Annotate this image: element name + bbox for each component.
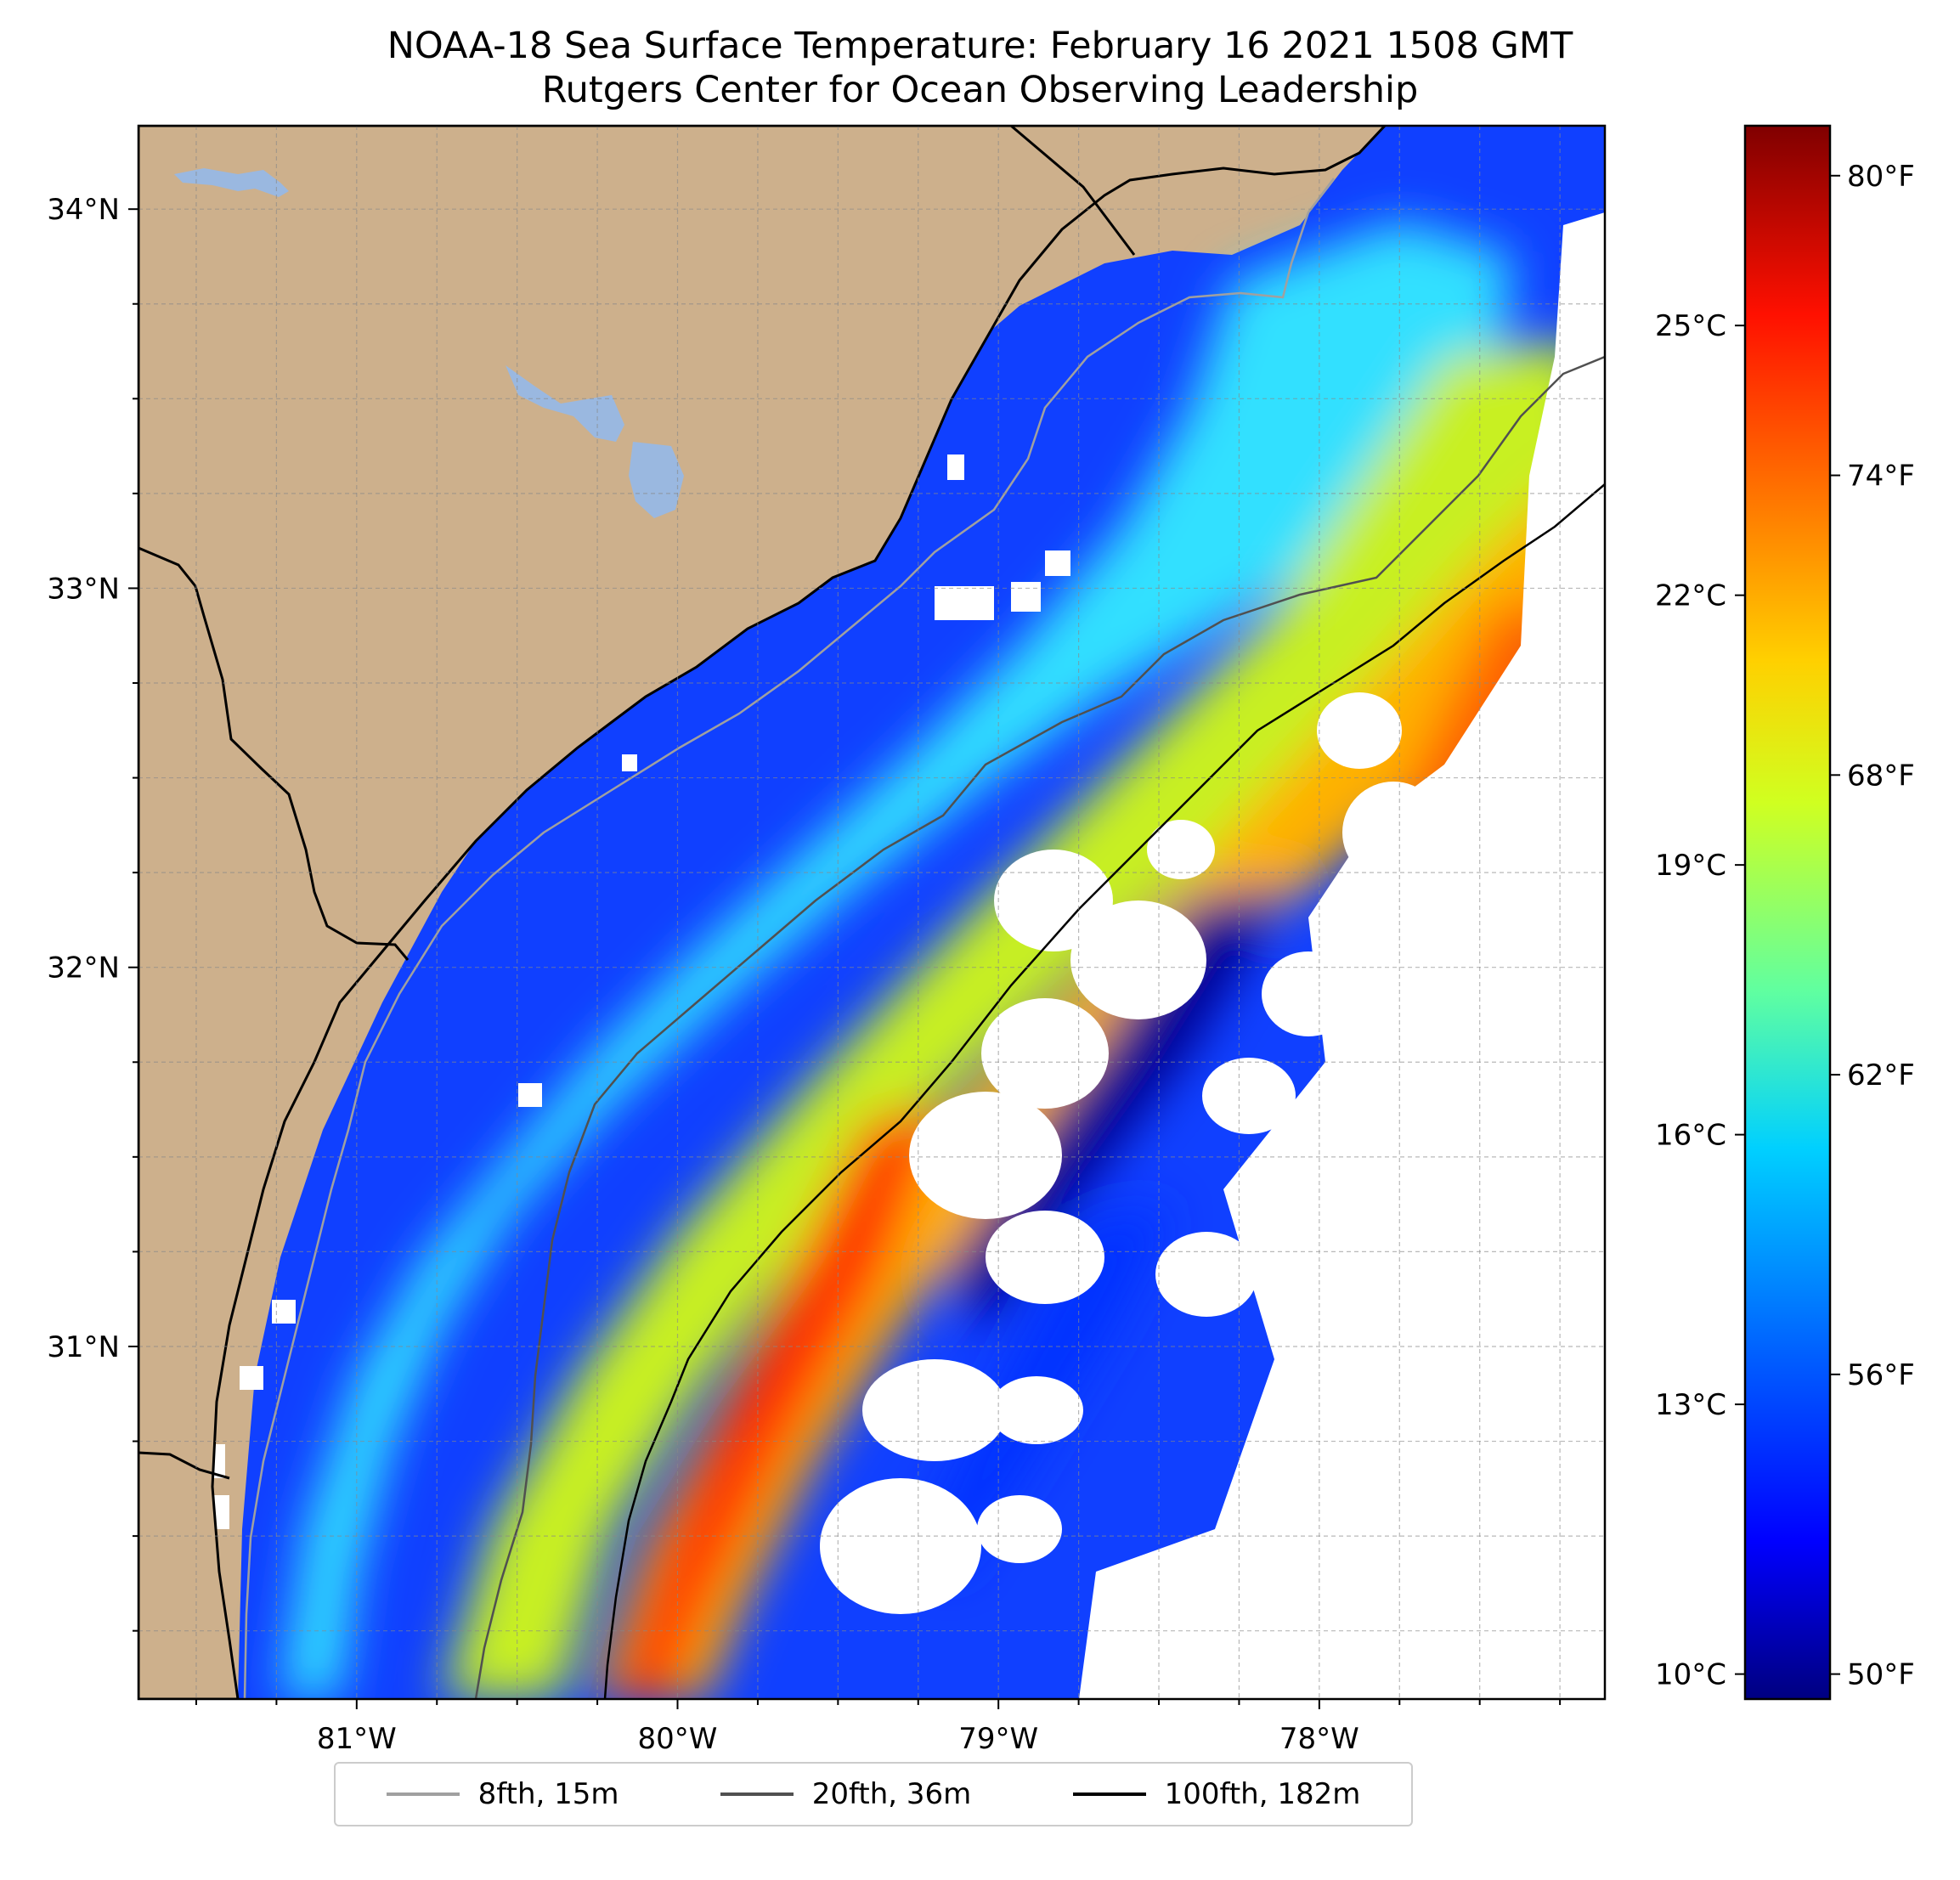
lat-tick-label: 33°N <box>47 572 120 606</box>
celsius-tick-label: 16°C <box>1655 1119 1726 1153</box>
colorbar: 25°C 22°C 19°C 16°C 13°C 10°C 80°F 74°F 68°F 62°F… <box>1655 124 1915 1701</box>
celsius-tick-label: 22°C <box>1655 579 1726 613</box>
lat-tick-label: 34°N <box>47 193 120 227</box>
legend-label-100fth: 100fth, 182m <box>1164 1777 1361 1811</box>
fahrenheit-tick-label: 80°F <box>1847 160 1915 194</box>
fahrenheit-tick-label: 68°F <box>1847 759 1915 793</box>
contour-8fth <box>243 178 1335 1699</box>
map-title-line1: NOAA-18 Sea Surface Temperature: Februar… <box>387 25 1573 67</box>
lakes <box>174 168 684 518</box>
legend-item-8fth: 8fth, 15m <box>386 1777 619 1811</box>
legend-label-20fth: 20fth, 36m <box>811 1777 972 1811</box>
contour-20fth <box>474 355 1605 1699</box>
fahrenheit-tick-label: 74°F <box>1847 460 1915 494</box>
legend-swatch-20fth <box>720 1792 794 1796</box>
celsius-tick-label: 13°C <box>1655 1388 1726 1422</box>
colorbar-gradient <box>1743 124 1832 1701</box>
contour-legend: 8fth, 15m 20fth, 36m 100fth, 182m <box>334 1762 1413 1826</box>
fahrenheit-tick-label: 62°F <box>1847 1059 1915 1092</box>
legend-label-8fth: 8fth, 15m <box>477 1777 619 1811</box>
legend-swatch-8fth <box>386 1792 460 1796</box>
colorbar-ticks: 25°C 22°C 19°C 16°C 13°C 10°C 80°F 74°F 68°F 62°F… <box>1655 160 1915 1692</box>
coastline-land <box>138 126 1387 1699</box>
map-frame <box>137 124 1607 1701</box>
map-plot-area <box>138 126 1605 1699</box>
lon-tick-label: 78°W <box>1279 1722 1359 1756</box>
fahrenheit-tick-label: 50°F <box>1847 1658 1915 1692</box>
lon-tick-label: 79°W <box>958 1722 1038 1756</box>
celsius-tick-label: 10°C <box>1655 1658 1726 1692</box>
graticule <box>138 126 1605 1699</box>
legend-swatch-100fth <box>1072 1792 1146 1796</box>
celsius-tick-label: 25°C <box>1655 309 1726 343</box>
lat-tick-label: 31°N <box>47 1330 120 1364</box>
cloud-mask <box>208 212 1605 1699</box>
fahrenheit-tick-label: 56°F <box>1847 1358 1915 1392</box>
lon-tick-label: 80°W <box>638 1722 718 1756</box>
lat-tick-label: 32°N <box>47 951 120 985</box>
map-axes: 81°W 80°W 79°W 78°W 34°N 33°N 32°N 31°N <box>47 193 1562 1756</box>
celsius-tick-label: 19°C <box>1655 849 1726 883</box>
legend-item-20fth: 20fth, 36m <box>720 1777 972 1811</box>
map-title-line2: Rutgers Center for Ocean Observing Leade… <box>541 69 1419 111</box>
state-boundaries <box>138 126 1136 1480</box>
lon-tick-label: 81°W <box>317 1722 397 1756</box>
legend-item-100fth: 100fth, 182m <box>1072 1777 1361 1811</box>
